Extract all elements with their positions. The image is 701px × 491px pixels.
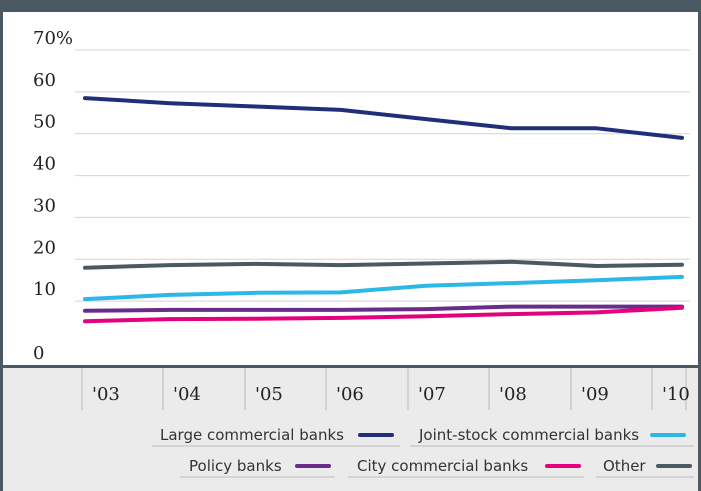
y-tick-label: 0 xyxy=(33,343,44,364)
x-tick-label: '10 xyxy=(662,384,690,405)
y-tick-label: 60 xyxy=(33,70,56,91)
series-line xyxy=(83,96,684,140)
x-tick-label: '06 xyxy=(336,384,364,405)
x-tick-label: '05 xyxy=(255,384,283,405)
legend-label: City commercial banks xyxy=(357,457,528,475)
y-axis-ticks: 70% 60 50 40 30 20 10 0 xyxy=(33,28,73,364)
series-line xyxy=(83,259,684,270)
legend-label: Large commercial banks xyxy=(160,426,344,444)
legend-label: Joint-stock commercial banks xyxy=(418,426,639,444)
x-tick-label: '04 xyxy=(173,384,201,405)
gridlines xyxy=(75,49,690,302)
y-tick-label: 70% xyxy=(33,28,73,49)
legend-label: Policy banks xyxy=(189,457,282,475)
series-lines xyxy=(83,96,684,324)
y-tick-label: 50 xyxy=(33,112,56,133)
y-tick-label: 30 xyxy=(33,195,56,216)
x-tick-label: '08 xyxy=(499,384,527,405)
y-tick-label: 40 xyxy=(33,154,56,175)
x-axis-ticks: '03 '04 '05 '06 '07 '08 '09 '10 xyxy=(81,368,690,410)
header-bar xyxy=(0,0,701,12)
y-tick-label: 20 xyxy=(33,237,56,258)
series-line xyxy=(83,274,684,302)
legend-label: Other xyxy=(603,457,646,475)
x-tick-label: '03 xyxy=(92,384,120,405)
legend: Large commercial banks Joint-stock commer… xyxy=(152,426,694,478)
series-line xyxy=(83,304,684,313)
y-tick-label: 10 xyxy=(33,279,56,300)
x-tick-label: '09 xyxy=(581,384,609,405)
series-line xyxy=(83,305,684,324)
x-tick-label: '07 xyxy=(418,384,446,405)
